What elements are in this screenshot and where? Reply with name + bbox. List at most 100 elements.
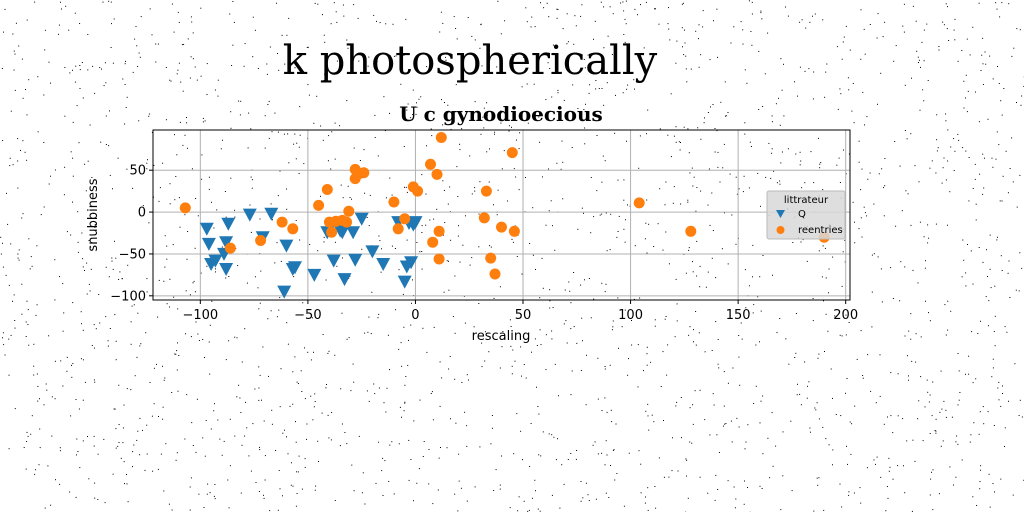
noise-dot [181, 44, 183, 46]
noise-dot [79, 23, 81, 24]
noise-dot [963, 107, 965, 109]
noise-dot [113, 18, 115, 20]
noise-dot [252, 423, 254, 425]
noise-dot [197, 215, 199, 217]
noise-dot [927, 80, 929, 81]
noise-dot [711, 350, 713, 351]
noise-dot [176, 350, 178, 352]
noise-dot [228, 276, 230, 277]
noise-dot [915, 20, 917, 22]
noise-dot [288, 162, 290, 164]
noise-dot [687, 201, 689, 203]
noise-dot [455, 84, 457, 86]
noise-dot [109, 328, 111, 329]
noise-dot [192, 58, 194, 60]
noise-dot [586, 354, 587, 356]
noise-dot [255, 482, 257, 483]
noise-dot [938, 46, 940, 47]
noise-dot [2, 242, 3, 244]
noise-dot [43, 94, 45, 96]
noise-dot [761, 18, 763, 20]
noise-dot [601, 452, 603, 454]
noise-dot [263, 420, 265, 422]
noise-dot [745, 441, 747, 443]
noise-dot [169, 278, 171, 280]
noise-dot [338, 70, 339, 72]
noise-dot [627, 204, 628, 206]
noise-dot [840, 93, 842, 95]
noise-dot [259, 302, 261, 304]
noise-dot [998, 144, 1000, 146]
noise-dot [422, 456, 424, 457]
noise-dot [36, 245, 38, 247]
noise-dot [809, 21, 811, 23]
point-q [201, 237, 216, 251]
noise-dot [275, 450, 277, 451]
noise-dot [828, 292, 829, 294]
noise-dot [549, 300, 551, 302]
noise-dot [449, 356, 451, 357]
noise-dot [54, 169, 56, 171]
noise-dot [989, 268, 991, 270]
noise-dot [484, 360, 486, 362]
noise-dot [317, 440, 319, 442]
noise-dot [190, 477, 192, 479]
noise-dot [366, 217, 368, 218]
noise-dot [156, 363, 157, 365]
noise-dot [869, 172, 871, 174]
noise-dot [264, 455, 266, 457]
noise-dot [30, 256, 32, 258]
noise-dot [812, 320, 814, 322]
noise-dot [8, 448, 10, 450]
noise-dot [968, 200, 970, 202]
noise-dot [394, 248, 396, 249]
noise-dot [551, 338, 553, 340]
noise-dot [623, 34, 625, 35]
noise-dot [325, 279, 327, 281]
noise-dot [391, 194, 393, 196]
point-reentries [399, 213, 411, 225]
noise-dot [109, 110, 110, 112]
noise-dot [577, 108, 579, 109]
noise-dot [780, 58, 782, 60]
noise-dot [148, 113, 150, 115]
noise-dot [676, 320, 678, 322]
noise-dot [76, 438, 78, 440]
noise-dot [627, 84, 629, 86]
noise-dot [384, 130, 386, 132]
noise-dot [828, 444, 830, 446]
noise-dot [609, 6, 611, 8]
noise-dot [680, 203, 682, 205]
noise-dot [707, 204, 709, 206]
noise-dot [972, 26, 974, 28]
noise-dot [999, 16, 1001, 18]
noise-dot [75, 65, 77, 67]
noise-dot [667, 23, 669, 25]
noise-dot [639, 297, 641, 299]
noise-dot [177, 11, 179, 13]
noise-dot [717, 166, 719, 168]
noise-dot [164, 266, 166, 268]
noise-dot [324, 41, 326, 43]
noise-dot [773, 170, 775, 172]
noise-dot [853, 122, 855, 124]
noise-dot [687, 497, 689, 499]
noise-dot [561, 140, 563, 142]
noise-dot [261, 399, 262, 401]
noise-dot [785, 338, 787, 340]
noise-dot [903, 465, 904, 467]
noise-dot [187, 38, 189, 40]
noise-dot [822, 189, 824, 191]
noise-dot [929, 167, 931, 169]
noise-dot [221, 246, 223, 248]
noise-dot [658, 23, 660, 25]
noise-dot [26, 300, 28, 302]
noise-dot [604, 397, 606, 399]
noise-dot [961, 459, 963, 461]
noise-dot [978, 2, 980, 4]
noise-dot [82, 97, 84, 99]
noise-dot [675, 62, 677, 64]
noise-dot [744, 480, 745, 482]
noise-dot [172, 244, 174, 246]
noise-dot [878, 173, 880, 175]
